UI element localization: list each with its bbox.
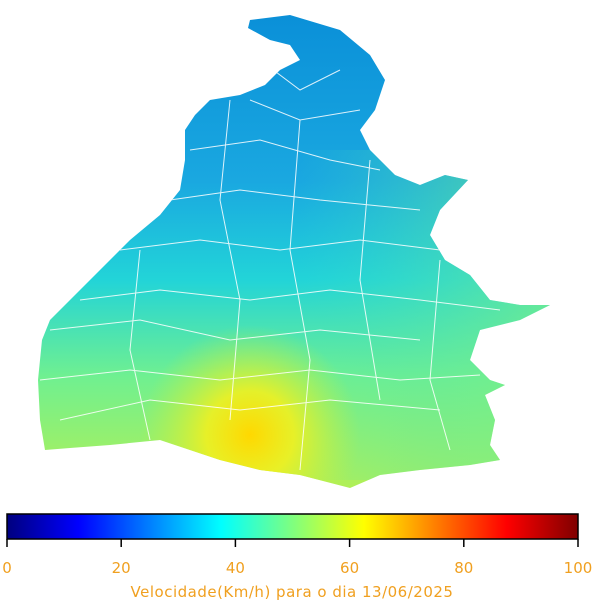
colorbar-tick-label: 40 bbox=[226, 559, 245, 577]
colorbar-tick-label: 0 bbox=[2, 559, 12, 577]
municipal-borders bbox=[39, 59, 501, 471]
colorbar-tick-label: 60 bbox=[340, 559, 359, 577]
map-region bbox=[38, 15, 550, 488]
colorbar-tick-label: 20 bbox=[112, 559, 131, 577]
colorbar-tick-label: 80 bbox=[454, 559, 473, 577]
colorbar-label: Velocidade(Km/h) para o dia 13/06/2025 bbox=[131, 583, 454, 600]
colorbar-gradient bbox=[6, 513, 579, 540]
colorbar-tick-label: 100 bbox=[564, 559, 593, 577]
colorbar: 0 20 40 60 80 100 bbox=[2, 513, 593, 577]
